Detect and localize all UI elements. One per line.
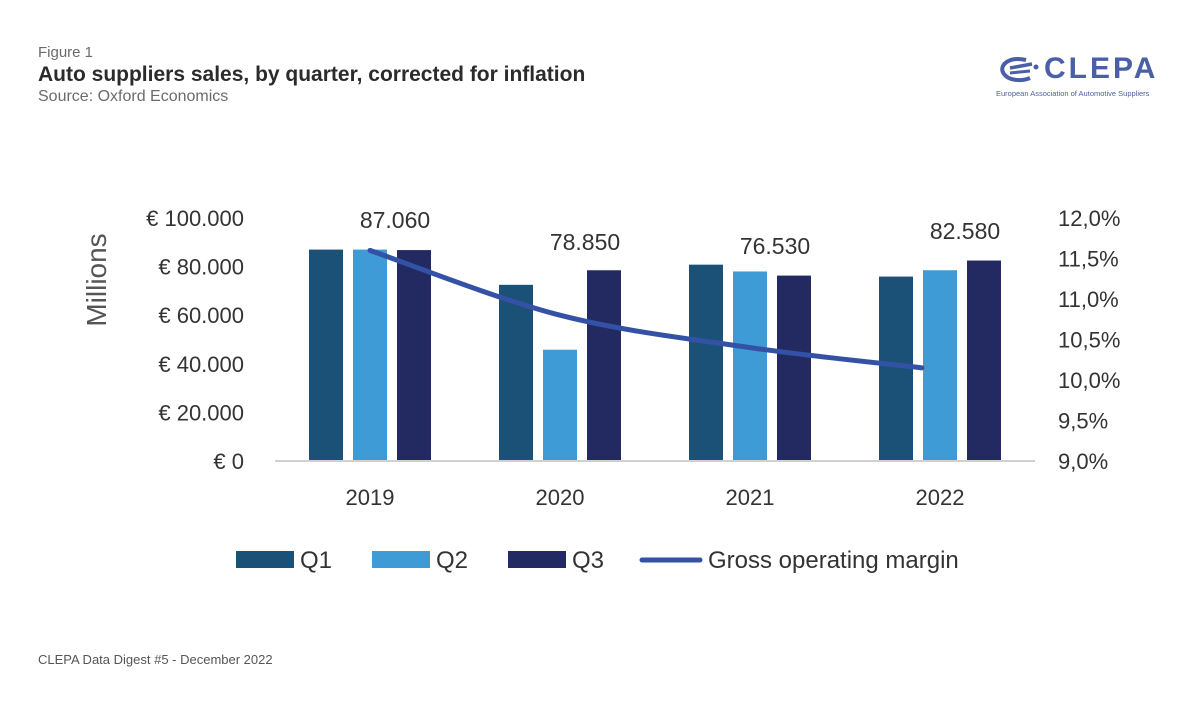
legend-swatch-q3 bbox=[508, 551, 566, 568]
legend-label: Q3 bbox=[572, 547, 604, 574]
legend-label: Q1 bbox=[300, 547, 332, 574]
chart-source: Source: Oxford Economics bbox=[38, 88, 229, 105]
bar-q3-2020 bbox=[587, 270, 621, 461]
bar-q2-2019 bbox=[353, 249, 387, 461]
x-tick-label: 2019 bbox=[346, 485, 395, 510]
data-label: 78.850 bbox=[550, 229, 620, 255]
y2-tick-label: 12,0% bbox=[1058, 206, 1120, 231]
x-tick-label: 2020 bbox=[536, 485, 585, 510]
bar-q2-2022 bbox=[923, 270, 957, 461]
y-tick-label: € 60.000 bbox=[158, 303, 244, 328]
clepa-logo-subtitle: European Association of Automotive Suppl… bbox=[996, 89, 1150, 98]
x-axis-labels: 2019 2020 2021 2022 bbox=[346, 485, 965, 510]
footer-text: CLEPA Data Digest #5 - December 2022 bbox=[38, 652, 273, 667]
y-tick-label: € 100.000 bbox=[146, 206, 244, 231]
data-labels: 87.060 78.850 76.530 82.580 bbox=[360, 207, 1000, 259]
data-label: 76.530 bbox=[740, 233, 810, 259]
bar-q3-2022 bbox=[967, 260, 1001, 461]
bar-q1-2022 bbox=[879, 276, 913, 461]
y-axis-title: Millions bbox=[81, 233, 112, 326]
y-tick-label: € 80.000 bbox=[158, 255, 244, 280]
x-tick-label: 2021 bbox=[726, 485, 775, 510]
y2-tick-label: 9,0% bbox=[1058, 449, 1108, 474]
bar-q3-2021 bbox=[777, 275, 811, 461]
bar-q1-2019 bbox=[309, 249, 343, 461]
chart-svg: € 0 € 20.000 € 40.000 € 60.000 € 80.000 € 100… bbox=[81, 206, 1120, 574]
bar-q2-2020 bbox=[543, 349, 577, 461]
bar-q1-2021 bbox=[689, 264, 723, 461]
y2-tick-label: 10,0% bbox=[1058, 368, 1120, 393]
legend: Q1 Q2 Q3 Gross operating margin bbox=[236, 547, 959, 574]
y-tick-label: € 0 bbox=[213, 449, 244, 474]
figure-label: Figure 1 bbox=[38, 44, 94, 61]
line-gross-operating-margin bbox=[367, 247, 925, 371]
data-label: 87.060 bbox=[360, 207, 430, 233]
bar-q2-2021 bbox=[733, 271, 767, 461]
chart-title: Auto suppliers sales, by quarter, correc… bbox=[38, 63, 586, 86]
legend-swatch-q2 bbox=[372, 551, 430, 568]
legend-label: Q2 bbox=[436, 547, 468, 574]
y2-tick-label: 11,5% bbox=[1058, 247, 1119, 272]
data-label: 82.580 bbox=[930, 218, 1000, 244]
bar-q1-2020 bbox=[499, 284, 533, 461]
line-layer bbox=[367, 247, 925, 371]
y2-tick-label: 11,0% bbox=[1058, 287, 1119, 312]
chart-header: Figure 1 Auto suppliers sales, by quarte… bbox=[38, 44, 585, 107]
y-tick-label: € 20.000 bbox=[158, 400, 244, 425]
y-axis-right: 9,0% 9,5% 10,0% 10,5% 11,0% 11,5% 12,0% bbox=[1058, 206, 1120, 474]
legend-label: Gross operating margin bbox=[708, 547, 959, 574]
clepa-logo: CLEPA European Association of Automotive… bbox=[996, 52, 1176, 102]
legend-swatch-q1 bbox=[236, 551, 294, 568]
bar-q3-2019 bbox=[397, 250, 431, 461]
y-tick-label: € 40.000 bbox=[158, 352, 244, 377]
clepa-logo-wordmark: CLEPA bbox=[1044, 52, 1159, 85]
x-tick-label: 2022 bbox=[916, 485, 965, 510]
bars bbox=[309, 249, 1001, 461]
y-axis-left: € 0 € 20.000 € 40.000 € 60.000 € 80.000 € 100… bbox=[146, 206, 244, 474]
y2-tick-label: 10,5% bbox=[1058, 328, 1120, 353]
clepa-logo-icon bbox=[1000, 57, 1039, 83]
y2-tick-label: 9,5% bbox=[1058, 409, 1108, 434]
